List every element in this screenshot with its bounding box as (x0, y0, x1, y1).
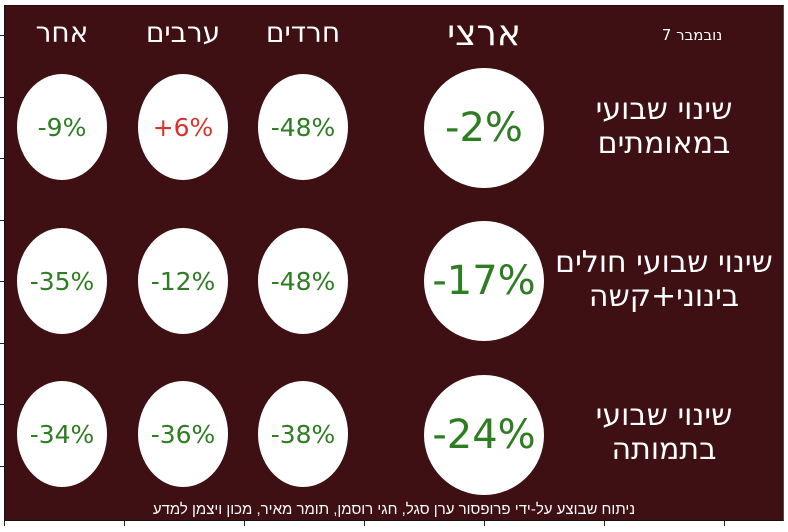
x-axis-tick (724, 521, 725, 526)
x-axis-tick (4, 521, 5, 526)
y-axis-tick (0, 343, 4, 344)
stat-value: -12% (150, 266, 216, 296)
x-axis-tick (604, 521, 605, 526)
row-label-line2: בתמותה (611, 432, 717, 467)
row-label-moderate-severe: שינוי שבועי חולים בינוני+קשה (555, 246, 773, 314)
y-axis-tick (0, 35, 4, 36)
column-header-national: ארצי (447, 13, 521, 54)
stat-value: -2% (445, 105, 523, 151)
y-axis-tick (0, 97, 4, 98)
stat-circle-haredim: -38% (258, 381, 348, 487)
stat-value: -38% (270, 419, 336, 449)
y-axis-tick (0, 404, 4, 405)
stat-value: -36% (150, 419, 216, 449)
stat-value: -9% (37, 112, 87, 142)
stat-value: +6% (152, 112, 214, 142)
stat-circle-arabs: -12% (138, 228, 228, 334)
column-header-arabs: ערבים (145, 16, 221, 49)
stat-circle-haredim: -48% (258, 74, 348, 180)
x-axis-tick (244, 521, 245, 526)
stat-circle-national: -24% (424, 375, 544, 495)
row-label-mortality: שינוי שבועי בתמותה (596, 399, 733, 467)
row-label-line1: שינוי שבועי (595, 398, 733, 433)
stat-circle-haredim: -48% (258, 228, 348, 334)
stat-value: -24% (432, 412, 536, 458)
y-axis-tick (0, 281, 4, 282)
x-axis-tick (124, 521, 125, 526)
credit-footnote: ניתוח שבוצע על-ידי פרופסור ערן סגל, חגי … (152, 501, 636, 518)
row-label-line2: בינוני+קשה (588, 279, 740, 314)
stat-circle-arabs: +6% (138, 74, 228, 180)
stat-circle-national: -2% (424, 68, 544, 188)
row-label-line1: שינוי שבועי (595, 92, 733, 127)
column-header-haredim: חרדים (265, 16, 341, 49)
y-axis-tick (0, 220, 4, 221)
stat-circle-other: -35% (17, 228, 107, 334)
stat-value: -17% (432, 258, 536, 304)
x-axis-tick (484, 521, 485, 526)
stat-circle-other: -34% (17, 381, 107, 487)
stat-circle-national: -17% (424, 221, 544, 341)
infographic-panel (4, 5, 784, 521)
stat-value: -48% (270, 112, 336, 142)
stat-value: -35% (29, 266, 95, 296)
row-label-line1: שינוי שבועי חולים (555, 245, 773, 280)
row-label-confirmed: שינוי שבועי במאומתים (596, 93, 733, 161)
y-axis-tick (0, 466, 4, 467)
x-axis-tick (364, 521, 365, 526)
date-label: נובמבר 7 (661, 26, 723, 44)
stat-value: -34% (29, 419, 95, 449)
column-header-other: אחר (35, 16, 89, 49)
stat-circle-other: -9% (17, 74, 107, 180)
stat-value: -48% (270, 266, 336, 296)
row-label-line2: במאומתים (597, 126, 731, 161)
stat-circle-arabs: -36% (138, 381, 228, 487)
y-axis-tick (0, 158, 4, 159)
